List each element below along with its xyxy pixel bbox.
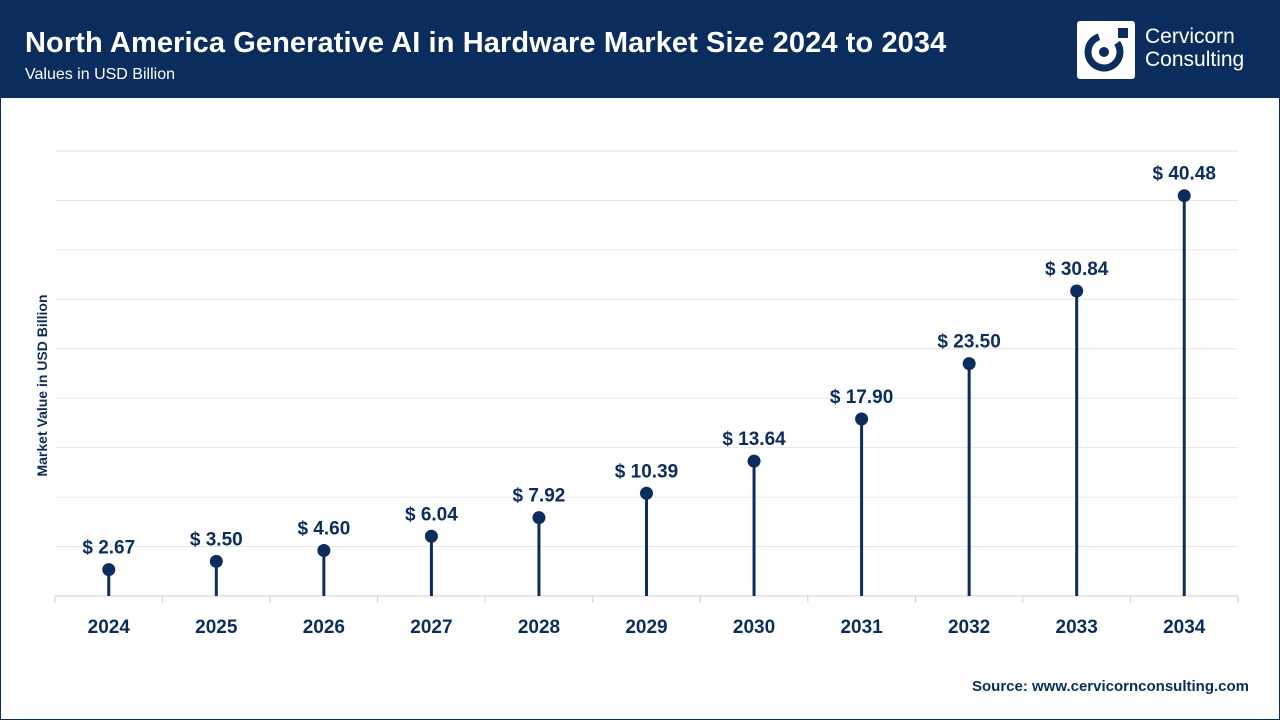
logo-line-2: Consulting [1145,48,1245,71]
lollipop-dot [1177,189,1191,203]
lollipop-dot [962,357,976,371]
lollipop-dot [317,544,331,558]
y-axis-title: Market Value in USD Billion [34,294,50,476]
data-label: $ 13.64 [722,429,786,450]
lollipop-dot [424,529,438,543]
x-axis-ticks [54,596,1239,603]
x-tick-label: 2028 [518,617,560,638]
data-labels: $ 2.67 $ 3.50 $ 4.60 $ 6.04 $ 7.92 $ 10.39 $ 1… [82,164,1216,559]
lollipop-dot [209,554,223,568]
lollipop-dot [532,511,546,525]
source-note: Source: www.cervicornconsulting.com [971,678,1249,695]
logo-text: Cervicorn Consulting [1145,25,1244,71]
data-label: $ 17.90 [830,387,893,408]
data-label: $ 4.60 [297,519,350,540]
x-tick-label: 2026 [303,617,345,638]
x-tick-label: 2034 [1163,617,1206,638]
company-logo: Cervicorn Consulting [1077,21,1257,79]
data-label: $ 6.04 [405,504,458,525]
x-tick-label: 2030 [733,617,775,638]
data-label: $ 30.84 [1045,259,1109,280]
lollipop-dot [640,486,653,500]
logo-icon [1077,21,1135,79]
logo-line-1: Cervicorn [1145,25,1235,48]
x-axis-labels: 2024 2025 2026 2027 2028 2029 2030 2031 2032 2033… [88,617,1206,638]
x-tick-label: 2029 [625,617,667,638]
gridlines [55,150,1238,548]
x-tick-label: 2031 [840,617,883,638]
x-tick-label: 2024 [88,617,131,638]
data-label: $ 23.50 [937,332,1000,353]
lollipop-dot [102,563,116,577]
data-label: $ 7.92 [513,486,566,507]
lollipop-dots [102,189,1191,577]
data-label: $ 3.50 [190,529,243,550]
lollipop-stems [107,195,1186,596]
data-label: $ 10.39 [615,461,678,482]
x-tick-label: 2032 [948,617,990,638]
chart-subtitle: Values in USD Billion [25,66,175,83]
data-label: $ 2.67 [82,538,135,559]
x-tick-label: 2033 [1056,617,1098,638]
lollipop-dot [855,412,869,426]
header-banner: North America Generative AI in Hardware … [1,1,1279,98]
lollipop-dot [1070,284,1084,298]
x-tick-label: 2025 [195,617,238,638]
x-tick-label: 2027 [410,617,452,638]
lollipop-dot [747,454,761,468]
chart-title: North America Generative AI in Hardware … [25,27,947,59]
data-label: $ 40.48 [1153,164,1216,185]
